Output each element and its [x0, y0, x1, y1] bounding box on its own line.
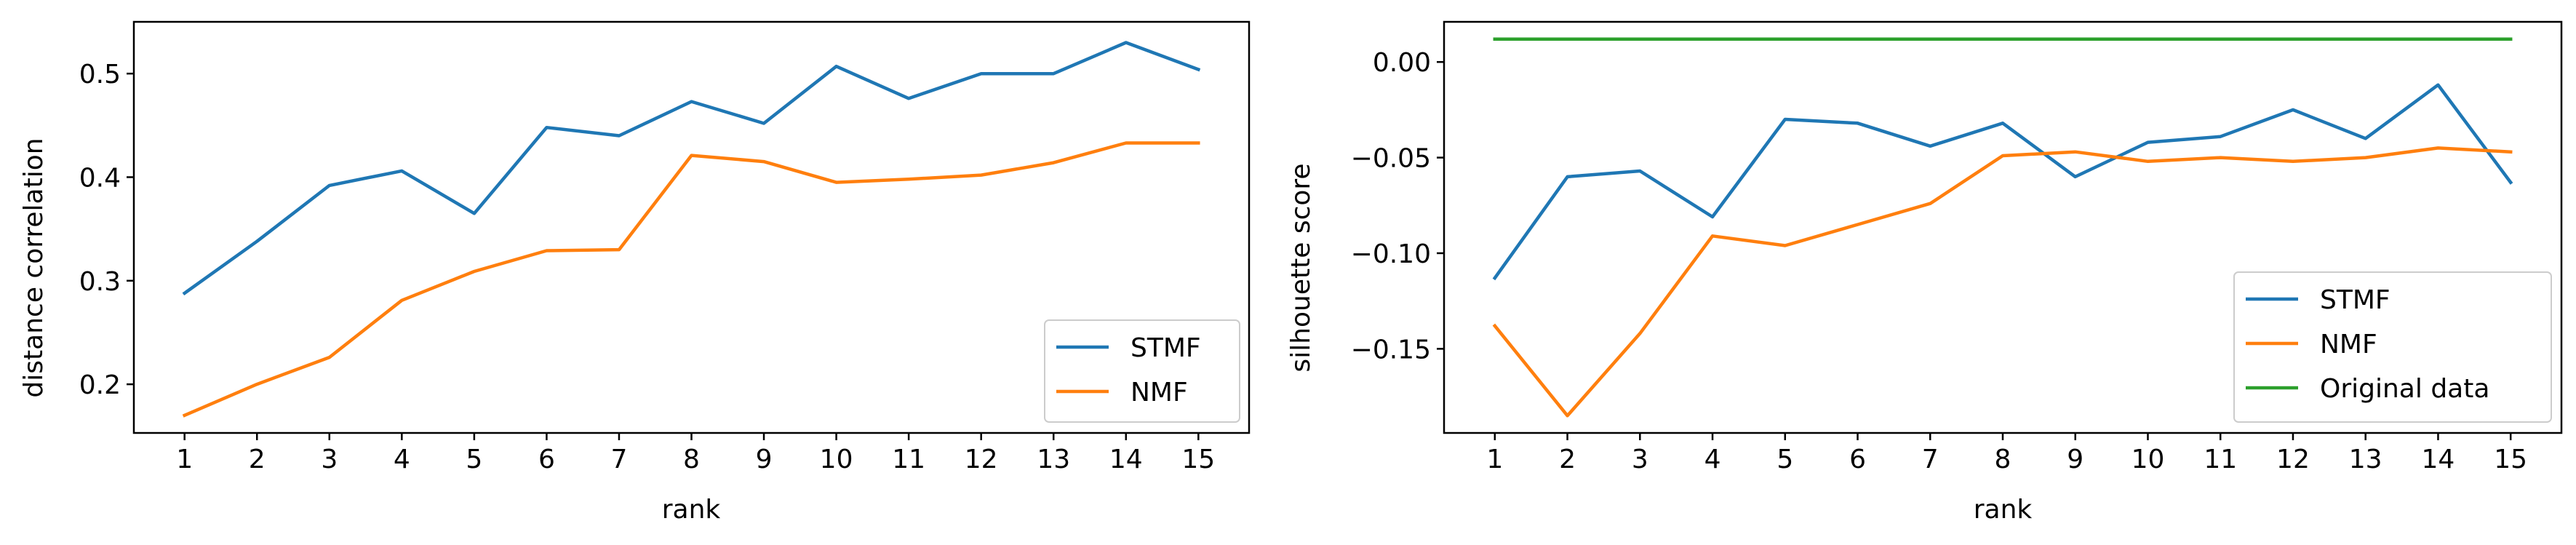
left-x-tick-label: 7: [611, 445, 628, 474]
right-x-tick-label: 10: [2132, 445, 2165, 474]
right-y-tick-label: 0.00: [1373, 48, 1431, 78]
left-legend-label-nmf: NMF: [1131, 378, 1188, 407]
left-x-tick-label: 6: [538, 445, 555, 474]
left-y-tick-label: 0.3: [79, 267, 121, 297]
left-y-tick-label: 0.2: [79, 370, 121, 400]
right-x-axis-label: rank: [1974, 495, 2033, 525]
left-x-tick-label: 1: [176, 445, 193, 474]
left-x-tick-label: 2: [249, 445, 266, 474]
right-x-tick-label: 7: [1922, 445, 1939, 474]
right-x-tick-label: 12: [2276, 445, 2310, 474]
right-x-tick-label: 1: [1486, 445, 1503, 474]
right-y-tick-label: −0.05: [1351, 144, 1431, 174]
right-series-nmf: [1492, 146, 2513, 418]
left-x-tick-label: 8: [683, 445, 700, 474]
left-x-tick-label: 10: [820, 445, 853, 474]
left-x-tick-label: 12: [965, 445, 998, 474]
left-x-tick-label: 15: [1181, 445, 1215, 474]
distance-correlation-panel: rank distance correlation 1 2 3 4 5 6 7 8 9 10 11 1…: [19, 20, 1251, 525]
left-legend: STMF NMF: [1044, 319, 1240, 423]
right-legend: STMF NMF Original data: [2233, 271, 2552, 423]
left-legend-label-stmf: STMF: [1131, 333, 1201, 363]
left-series-nmf: [182, 141, 1200, 418]
right-x-tick-label: 6: [1849, 445, 1866, 474]
right-x-tick-label: 15: [2494, 445, 2527, 474]
left-x-tick-label: 4: [394, 445, 410, 474]
right-x-tick-label: 4: [1704, 445, 1721, 474]
left-y-axis-label: distance correlation: [19, 138, 49, 397]
right-x-tick-label: 3: [1632, 445, 1648, 474]
left-series-stmf: [182, 41, 1201, 296]
right-x-tick-label: 14: [2422, 445, 2455, 474]
right-legend-label-nmf: NMF: [2320, 330, 2377, 359]
left-x-axis-label: rank: [662, 495, 721, 525]
right-y-axis-label: silhouette score: [1286, 163, 1316, 372]
left-y-tick-label: 0.4: [79, 163, 121, 193]
right-x-tick-label: 2: [1559, 445, 1576, 474]
left-y-tick-label: 0.5: [79, 60, 121, 89]
left-x-tick-label: 13: [1037, 445, 1070, 474]
silhouette-score-panel: rank silhouette score 1 2 3 4 5 6 7 8 9 10 11 12 13 1…: [1286, 20, 2563, 525]
right-x-tick-label: 13: [2349, 445, 2382, 474]
right-legend-label-stmf: STMF: [2320, 285, 2390, 315]
right-y-tick-label: −0.10: [1351, 239, 1431, 269]
right-x-tick-label: 5: [1777, 445, 1793, 474]
left-x-tick-label: 11: [892, 445, 925, 474]
right-legend-label-original-data: Original data: [2320, 374, 2489, 404]
left-x-tick-label: 9: [756, 445, 773, 474]
right-x-tick-label: 9: [2067, 445, 2083, 474]
left-x-tick-label: 14: [1109, 445, 1143, 474]
right-legend-box: [2233, 271, 2552, 423]
right-x-tick-label: 8: [1995, 445, 2011, 474]
left-x-tick-label: 3: [321, 445, 338, 474]
right-x-tick-label: 11: [2204, 445, 2237, 474]
right-y-tick-label: −0.15: [1351, 335, 1431, 365]
left-x-tick-label: 5: [466, 445, 482, 474]
right-series-stmf: [1492, 83, 2513, 281]
